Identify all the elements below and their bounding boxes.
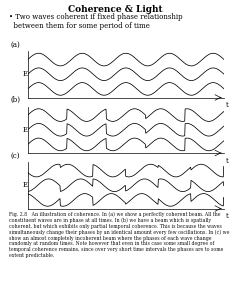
Text: (b): (b) bbox=[10, 96, 20, 104]
Text: Coherence & Light: Coherence & Light bbox=[68, 5, 163, 14]
Text: t: t bbox=[226, 157, 229, 165]
Y-axis label: E: E bbox=[22, 70, 27, 78]
Y-axis label: E: E bbox=[22, 181, 27, 189]
Y-axis label: E: E bbox=[22, 126, 27, 134]
Text: (a): (a) bbox=[10, 41, 20, 49]
Text: Fig. 2.8   An illustration of coherence. In (a) we show a perfectly coherent bea: Fig. 2.8 An illustration of coherence. I… bbox=[9, 212, 230, 258]
Text: t: t bbox=[226, 101, 229, 109]
Text: • Two waves coherent if fixed phase relationship
  between them for some period : • Two waves coherent if fixed phase rela… bbox=[9, 13, 183, 30]
Text: t: t bbox=[226, 212, 229, 220]
Text: (c): (c) bbox=[10, 152, 20, 160]
